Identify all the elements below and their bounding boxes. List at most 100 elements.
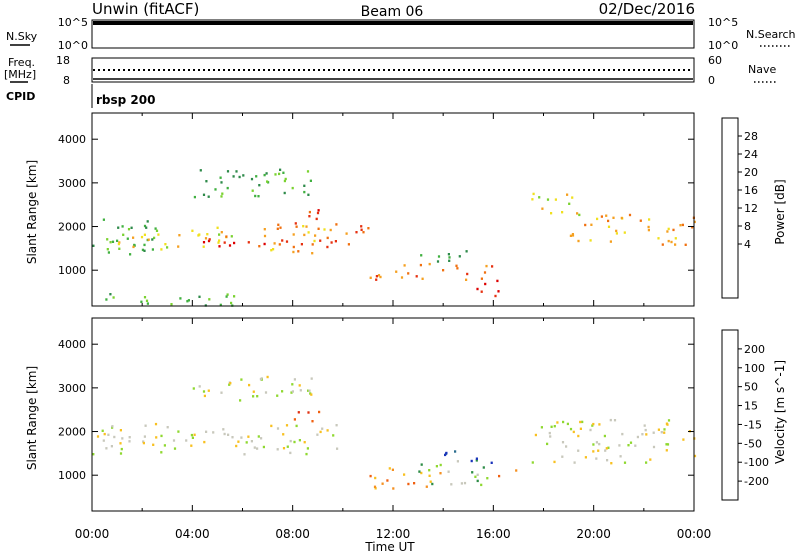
- velocity-cell: [299, 389, 302, 392]
- power-cell: [157, 233, 160, 236]
- power-cell: [254, 194, 257, 198]
- power-cell: [615, 229, 618, 233]
- velocity-cell: [243, 453, 246, 456]
- power-cell: [303, 184, 306, 187]
- velocity-cell: [190, 433, 193, 437]
- velocity-cell: [392, 487, 395, 490]
- power-cell: [615, 232, 618, 235]
- velocity-cell: [220, 391, 223, 394]
- velocity-cell: [119, 442, 122, 445]
- power-cell: [400, 276, 404, 279]
- velocity-colorbar-frame: [721, 329, 739, 501]
- velocity-cell: [295, 424, 298, 428]
- date-title: 02/Dec/2016: [599, 0, 695, 18]
- power-cell: [226, 170, 230, 173]
- power-cell: [258, 184, 261, 187]
- velocity-cell: [111, 426, 114, 429]
- velocity-cell: [550, 425, 553, 428]
- velocity-cell: [198, 385, 201, 388]
- power-cell: [230, 235, 233, 238]
- beam-title: Beam 06: [361, 4, 424, 20]
- velocity-cell: [113, 435, 116, 439]
- velocity-cell: [228, 383, 231, 386]
- velocity-cell: [431, 482, 434, 486]
- velocity-cell: [185, 439, 188, 442]
- power-cell: [448, 256, 451, 259]
- power-cell: [193, 195, 196, 199]
- power-cell: [437, 255, 441, 258]
- velocity-colorbar-tick-label: 15: [744, 400, 758, 413]
- power-cell: [674, 243, 677, 246]
- power-cell: [360, 228, 363, 231]
- power-cell: [661, 243, 664, 246]
- velocity-cell: [435, 465, 438, 468]
- power-cell: [609, 240, 612, 243]
- velocity-cell: [652, 431, 655, 434]
- velocity-cell: [381, 482, 384, 485]
- power-cell: [285, 240, 289, 243]
- velocity-cell: [259, 377, 262, 381]
- velocity-cell: [579, 420, 582, 424]
- power-cell: [303, 233, 306, 237]
- velocity-cell: [173, 447, 177, 450]
- velocity-cell: [374, 476, 377, 480]
- power-cell: [415, 275, 418, 278]
- velocity-cell: [556, 421, 559, 424]
- power-cell: [360, 225, 363, 228]
- power-cell: [218, 233, 221, 236]
- freq-unit: [MHz]: [4, 68, 36, 81]
- power-cell: [274, 173, 277, 176]
- power-cell: [146, 220, 149, 223]
- power-cell: [491, 265, 494, 268]
- power-cell: [308, 215, 311, 218]
- velocity-cell: [597, 449, 600, 452]
- power-cell: [130, 226, 133, 229]
- velocity-cell: [107, 433, 110, 436]
- power-cell: [121, 225, 124, 228]
- power-cell: [295, 225, 298, 228]
- velocity-cell: [665, 443, 668, 446]
- velocity-cell: [102, 439, 105, 442]
- power-cell: [550, 212, 553, 215]
- velocity-cell: [286, 445, 289, 448]
- power-cell: [329, 228, 332, 232]
- velocity-colorbar-tick-label: -200: [744, 475, 769, 488]
- power-cell: [496, 279, 499, 283]
- velocity-cell: [420, 471, 423, 475]
- velocity-cell: [665, 422, 668, 425]
- velocity-cell: [445, 451, 448, 455]
- power-cell: [102, 218, 105, 221]
- power-cell: [179, 297, 182, 300]
- freq-panel: [91, 57, 695, 83]
- power-cell: [226, 186, 229, 190]
- power-cell: [147, 238, 150, 241]
- power-cell: [143, 224, 147, 228]
- power-cell: [326, 236, 329, 240]
- power-cell: [282, 171, 285, 174]
- velocity-cell: [281, 390, 284, 393]
- power-cell: [216, 226, 219, 229]
- velocity-cell: [584, 456, 587, 459]
- power-cell: [122, 233, 125, 236]
- velocity-cell: [282, 447, 286, 450]
- power-cell: [421, 277, 424, 280]
- power-cell: [684, 243, 687, 246]
- velocity-cell: [205, 430, 208, 433]
- time-tick-label: 08:00: [275, 527, 310, 541]
- power-cell: [151, 248, 154, 251]
- power-cell: [367, 227, 370, 230]
- power-cell: [170, 303, 173, 306]
- power-cell: [202, 193, 206, 196]
- power-cell: [276, 227, 279, 230]
- velocity-cell: [203, 440, 206, 444]
- velocity-cell: [621, 432, 624, 436]
- velocity-cell: [577, 449, 580, 452]
- velocity-colorbar-label: Velocity [m s^-1]: [773, 360, 787, 464]
- power-cell: [355, 231, 358, 234]
- velocity-cell: [119, 452, 123, 455]
- velocity-cell: [605, 447, 608, 450]
- power-cell: [207, 239, 211, 243]
- power-cell: [117, 226, 120, 229]
- power-cell: [628, 213, 632, 217]
